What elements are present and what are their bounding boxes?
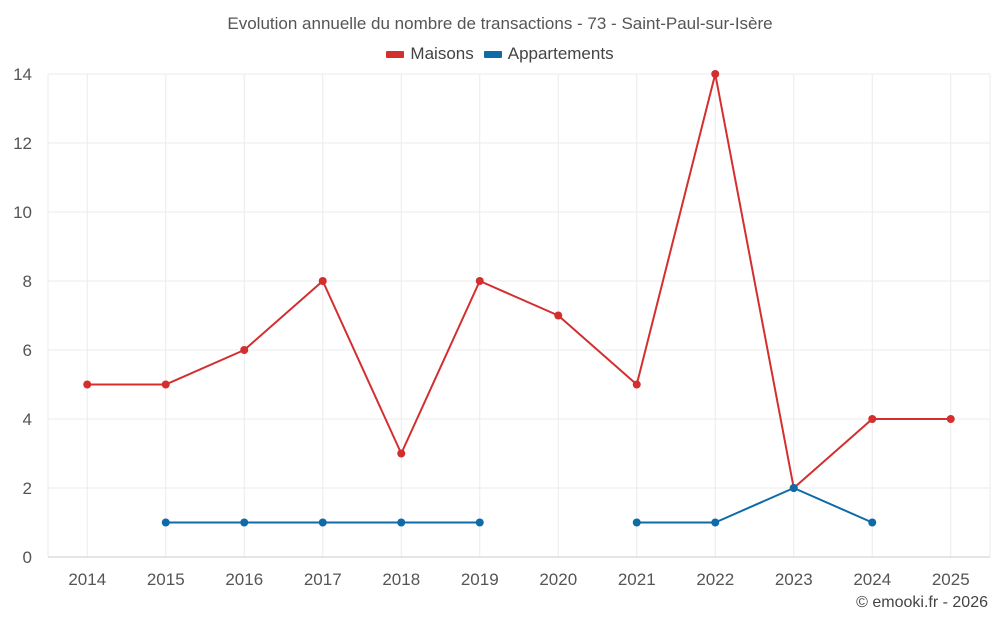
data-point-appartements [318, 518, 327, 527]
x-tick-label: 2022 [696, 570, 734, 589]
data-point-maisons [946, 415, 955, 423]
data-point-maisons [397, 449, 406, 458]
x-tick-label: 2015 [147, 570, 185, 589]
x-tick-label: 2017 [304, 570, 342, 589]
data-point-appartements [475, 518, 484, 527]
x-tick-label: 2019 [461, 570, 499, 589]
legend-item-appartements[interactable]: Appartements [483, 44, 614, 64]
legend-item-maisons[interactable]: Maisons [386, 44, 474, 64]
data-point-maisons [632, 380, 641, 389]
x-tick-label: 2021 [618, 570, 656, 589]
y-tick-label: 6 [23, 341, 32, 360]
x-tick-label: 2016 [225, 570, 263, 589]
legend-swatch-appartements [483, 50, 502, 58]
data-point-appartements [789, 484, 798, 492]
data-point-maisons [83, 380, 92, 389]
data-point-appartements [868, 518, 877, 527]
data-point-appartements [161, 518, 170, 527]
x-tick-label: 2014 [68, 570, 106, 589]
grid [47, 73, 991, 557]
y-tick-label: 10 [13, 203, 32, 222]
data-point-appartements [711, 518, 720, 527]
data-point-maisons [318, 277, 327, 285]
series-appartements [161, 484, 877, 527]
y-tick-label: 2 [23, 479, 32, 498]
x-tick-label: 2025 [932, 570, 970, 589]
legend-swatch-maisons [386, 50, 405, 58]
legend-label-maisons: Maisons [410, 44, 474, 63]
legend-label-appartements: Appartements [507, 44, 614, 63]
y-tick-label: 0 [23, 548, 32, 567]
data-point-appartements [240, 518, 249, 527]
data-point-appartements [632, 518, 641, 527]
x-tick-label: 2020 [539, 570, 577, 589]
x-tick-label: 2024 [853, 570, 891, 589]
data-point-maisons [868, 415, 877, 423]
series-maisons [83, 70, 955, 492]
data-point-maisons [240, 346, 249, 354]
data-point-maisons [475, 277, 484, 285]
x-tick-label: 2018 [382, 570, 420, 589]
chart-title: Evolution annuelle du nombre de transact… [227, 14, 773, 33]
series-line-maisons [87, 73, 951, 489]
y-tick-label: 8 [23, 272, 32, 291]
x-tick-label: 2023 [775, 570, 813, 589]
y-tick-label: 4 [23, 410, 32, 429]
credit-text: © emooki.fr - 2026 [856, 594, 988, 611]
y-tick-label: 12 [13, 134, 32, 153]
data-point-maisons [554, 311, 563, 320]
axes: 0 2 4 6 8 10 12 14 2014 2015 2016 2017 2018 2019 2020 2… [13, 65, 990, 589]
legend: Maisons Appartements [0, 44, 1000, 64]
data-point-maisons [161, 380, 170, 389]
data-point-maisons [711, 70, 720, 78]
series-line-appartements [165, 487, 873, 524]
series [83, 70, 955, 527]
y-tick-label: 14 [13, 65, 32, 84]
data-point-appartements [397, 518, 406, 527]
